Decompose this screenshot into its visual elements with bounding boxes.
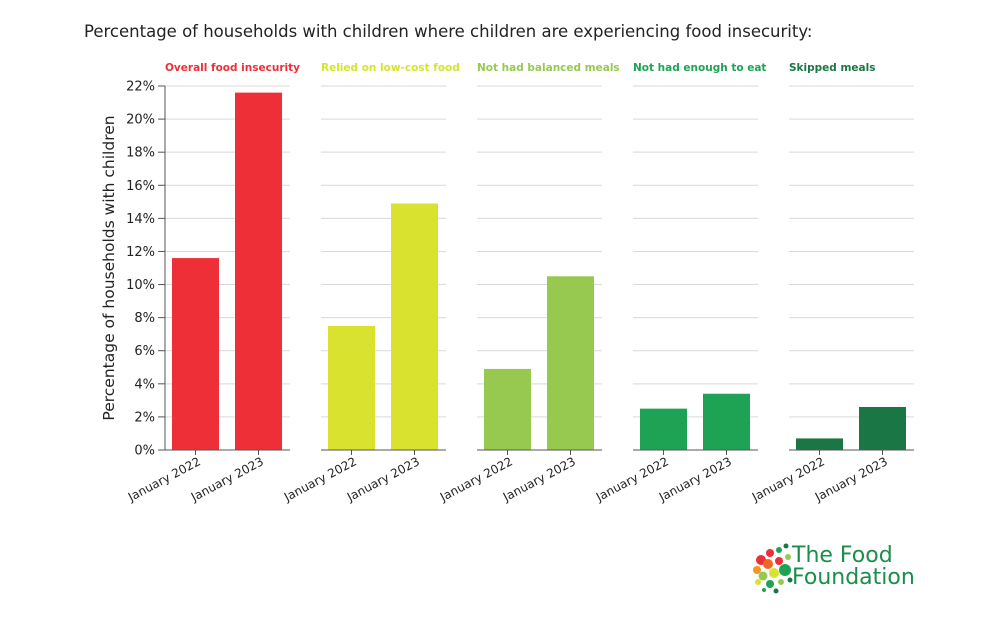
- bars-layer: [172, 92, 906, 451]
- bar: [172, 258, 219, 450]
- y-tick-label: 20%: [126, 113, 155, 128]
- y-axis-title: Percentage of households with children: [100, 115, 118, 420]
- y-tick-label: 16%: [126, 179, 155, 194]
- panel-title: Not had enough to eat: [633, 62, 766, 74]
- bar: [859, 406, 906, 450]
- bar: [328, 325, 375, 450]
- bar: [391, 203, 438, 450]
- panel-title: Skipped meals: [789, 62, 875, 74]
- panel-title: Not had balanced meals: [477, 62, 620, 74]
- y-tick-label: 8%: [134, 311, 155, 326]
- food-foundation-logo: The Food Foundation: [752, 540, 942, 596]
- bar: [796, 438, 843, 450]
- panel-title: Overall food insecurity: [165, 62, 300, 74]
- bar: [703, 393, 750, 450]
- y-tick-label: 4%: [134, 377, 155, 392]
- produce-dots-logo-icon: [753, 543, 793, 594]
- brand-name: The Food Foundation: [792, 543, 915, 590]
- y-tick-label: 2%: [134, 410, 155, 425]
- chart-title: Percentage of households with children w…: [84, 22, 813, 41]
- bar: [640, 408, 687, 450]
- bar: [547, 276, 594, 450]
- bar: [235, 92, 282, 451]
- y-tick-label: 12%: [126, 245, 155, 260]
- y-tick-label: 14%: [126, 212, 155, 227]
- y-tick-label: 22%: [126, 80, 155, 95]
- y-tick-label: 6%: [134, 344, 155, 359]
- y-tick-label: 18%: [126, 146, 155, 161]
- y-tick-label: 10%: [126, 278, 155, 293]
- axis-layer: 0% 2% 4% 6% 8% 10% 12% 14% 16% 18% 20% 22%: [126, 80, 914, 459]
- panel-title: Relied on low-cost food: [321, 62, 460, 74]
- y-tick-label: 0%: [134, 444, 155, 459]
- bar: [484, 368, 531, 450]
